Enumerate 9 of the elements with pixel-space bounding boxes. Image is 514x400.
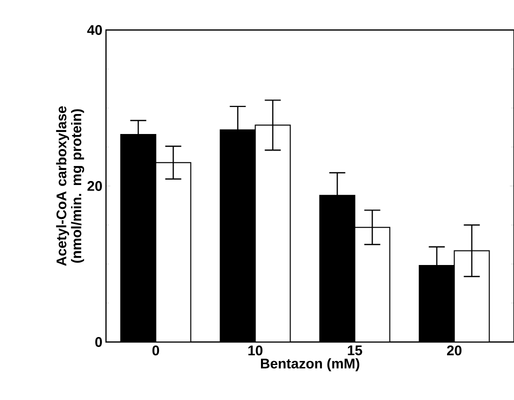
x-tick-label: 0 [152, 346, 160, 356]
x-tick-label: 10 [248, 346, 262, 356]
x-tick-label: 20 [447, 346, 462, 356]
y-tick-label: 20 [87, 181, 102, 191]
y-axis-title: Acetyl-CoA carboxylase (nmol/min. mg protein) [56, 106, 84, 266]
x-tick-label: 15 [348, 346, 362, 356]
y-tick-label: 40 [87, 25, 102, 35]
x-axis-title: Bentazon (mM) [260, 358, 360, 372]
y-tick-label: 0 [95, 337, 102, 347]
